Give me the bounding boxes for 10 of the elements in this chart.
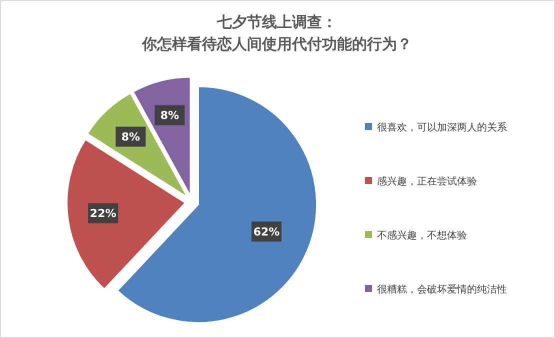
data-label: 62% — [253, 226, 280, 239]
legend-label: 很糟糕，会破坏爱情的纯洁性 — [377, 284, 507, 296]
legend-label: 感兴趣，正在尝试体验 — [377, 176, 477, 188]
legend-label: 很喜欢，可以加深两人的关系 — [377, 122, 507, 134]
data-label: 8% — [121, 130, 140, 144]
data-label: 8% — [160, 109, 180, 122]
data-label: 22% — [90, 207, 116, 220]
chart-title: 七夕节线上调查： — [216, 13, 337, 31]
legend-label: 不感兴趣，不想体验 — [377, 230, 467, 242]
chart-subtitle: 你怎样看待恋人间使用代付功能的行为？ — [141, 35, 412, 53]
